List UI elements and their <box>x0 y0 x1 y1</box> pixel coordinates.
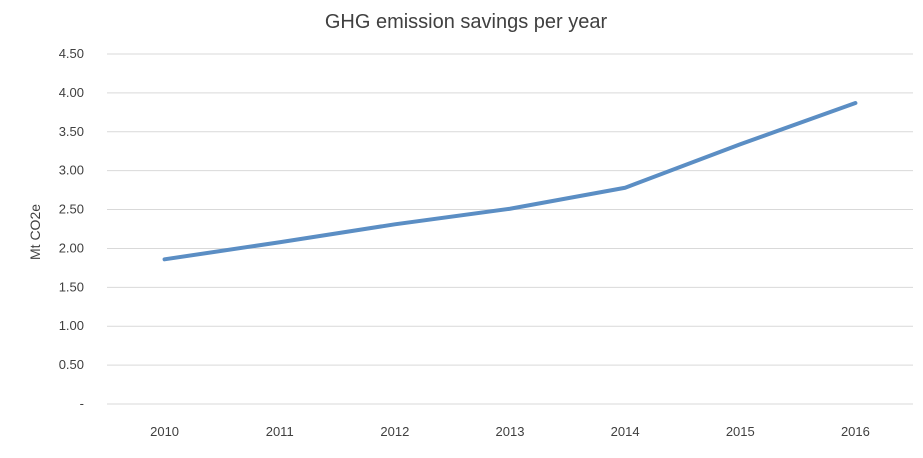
y-tick-label: 1.50 <box>59 279 84 294</box>
y-tick-label: - <box>80 396 84 411</box>
series-group <box>162 101 858 262</box>
y-tick-label: 4.00 <box>59 85 84 100</box>
y-axis-ticks: - 0.50 1.00 1.50 2.00 2.50 3.00 3.50 4.00 4.50 <box>59 46 84 411</box>
y-tick-label: 3.00 <box>59 163 84 178</box>
y-axis-title: Mt CO2e <box>27 204 43 260</box>
x-axis-ticks: 2010 2011 2012 2013 2014 2015 2016 <box>150 424 870 439</box>
y-tick-label: 1.00 <box>59 318 84 333</box>
gridlines <box>107 53 913 405</box>
x-tick-label: 2011 <box>266 424 294 439</box>
y-tick-label: 2.00 <box>59 240 84 255</box>
x-tick-label: 2012 <box>380 424 409 439</box>
series-line <box>162 101 858 262</box>
chart-title: GHG emission savings per year <box>325 11 608 33</box>
y-tick-label: 2.50 <box>59 202 84 217</box>
x-tick-label: 2013 <box>496 424 525 439</box>
y-tick-label: 0.50 <box>59 357 84 372</box>
x-tick-label: 2010 <box>150 424 179 439</box>
x-tick-label: 2015 <box>726 424 755 439</box>
y-tick-label: 4.50 <box>59 46 84 61</box>
x-tick-label: 2014 <box>611 424 640 439</box>
x-tick-label: 2016 <box>841 424 870 439</box>
y-tick-label: 3.50 <box>59 124 84 139</box>
